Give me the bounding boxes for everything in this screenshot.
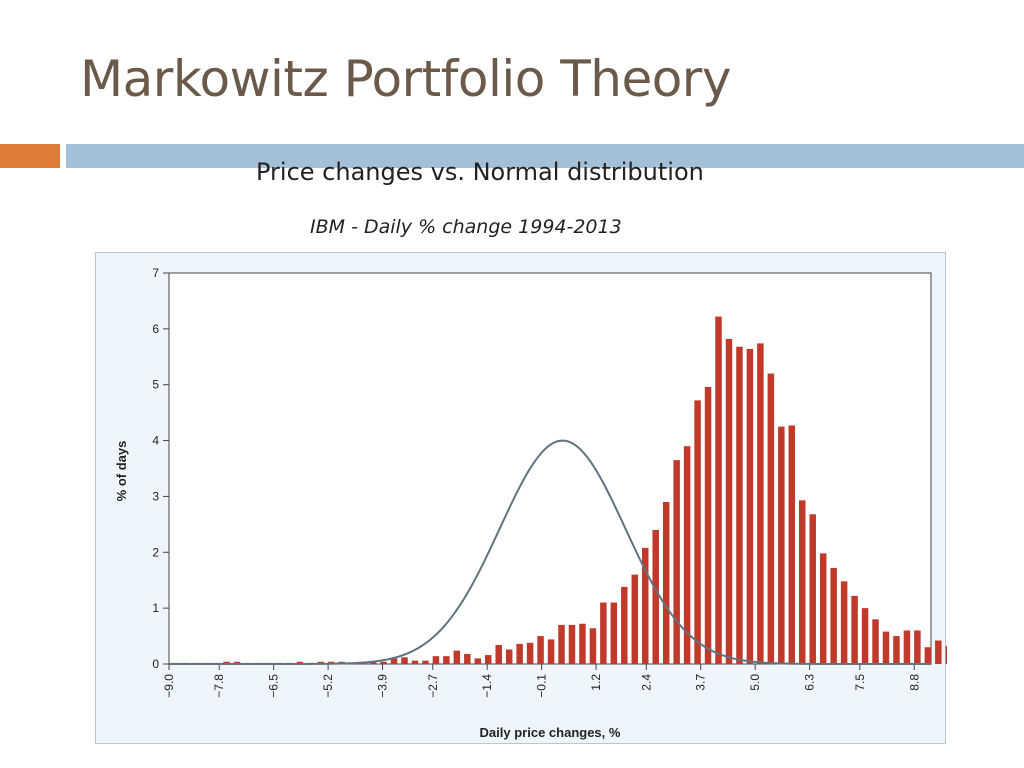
histogram-bar [694,400,701,664]
histogram-bar [819,553,827,664]
y-axis: 0 1 2 3 4 5 6 7 [152,266,169,671]
y-tick-label: 2 [152,545,159,559]
histogram-bar [600,602,607,664]
histogram-bar [778,426,785,664]
histogram-bar [631,574,639,664]
histogram-bar [788,425,796,664]
y-tick-label: 4 [152,434,159,448]
histogram-bar [380,661,387,664]
y-axis-title: % of days [114,441,129,502]
histogram-bar [526,642,534,664]
histogram-bar [935,640,942,664]
x-tick-label: 5.0 [748,674,762,691]
histogram-bar [484,655,492,664]
x-tick-label: −1.4 [480,674,494,698]
histogram-bar [453,650,461,664]
histogram-bar [505,649,513,664]
accent-bar-blue [66,144,1024,168]
histogram-bar [390,658,398,664]
histogram-bar [642,547,649,664]
histogram-bar [746,348,754,664]
x-tick-label: −6.5 [267,674,281,698]
slide-title: Markowitz Portfolio Theory [80,50,731,108]
x-tick-label: 2.4 [639,674,653,691]
histogram-bar [903,630,911,664]
histogram-bar [757,343,764,664]
x-tick-label: 7.5 [853,674,867,691]
histogram-bar [914,630,921,664]
histogram-chart: 0 1 2 3 4 5 6 7 −9.0 −7.8 −6.5 −5.2 −3.9 −2.7 −1.4 −0.… [114,266,947,740]
x-tick-label: −3.9 [376,674,390,698]
chart-frame: 0 1 2 3 4 5 6 7 −9.0 −7.8 −6.5 −5.2 −3.9 −2.7 −1.4 −0.… [95,252,947,744]
x-tick-label: 3.7 [694,674,708,691]
histogram-bar [683,446,691,664]
histogram-bar [809,514,816,664]
x-tick-label: −2.7 [426,674,440,698]
histogram-bar [589,628,597,664]
histogram-bar [736,346,743,664]
histogram-bar [851,595,858,664]
histogram-bar [840,581,848,664]
histogram-bar [945,646,947,664]
histogram-bar [369,661,377,664]
histogram-bar [652,529,659,664]
histogram-bar [830,567,837,664]
histogram-bar [725,338,733,664]
accent-bar-orange [0,144,60,168]
x-tick-label: 6.3 [803,674,817,691]
histogram-bar [464,653,471,664]
x-axis: −9.0 −7.8 −6.5 −5.2 −3.9 −2.7 −1.4 −0.1 1.2 2.4 3.… [162,664,921,698]
histogram-bar [799,500,806,664]
chart-caption: IBM - Daily % change 1994-2013 [310,216,622,238]
histogram-bar [704,386,712,664]
x-tick-label: −0.1 [535,674,549,698]
histogram-bar [767,373,775,664]
histogram-bar [537,636,544,664]
histogram-bar [861,608,869,664]
bars-group [170,316,947,664]
x-tick-label: −9.0 [162,674,176,698]
histogram-bar [223,661,230,664]
histogram-bar [432,656,440,664]
histogram-bar [296,661,304,664]
histogram-bar [495,645,502,664]
y-tick-label: 0 [152,657,159,671]
histogram-bar [422,660,429,664]
y-tick-label: 1 [152,601,159,615]
x-tick-label: −5.2 [321,674,335,698]
histogram-bar [443,656,450,664]
y-tick-label: 3 [152,489,159,503]
histogram-bar [673,460,680,664]
histogram-bar [547,639,555,664]
slide-subtitle: Price changes vs. Normal distribution [256,158,704,186]
histogram-bar [621,586,628,664]
y-tick-label: 5 [152,378,159,392]
histogram-bar [474,658,482,664]
y-tick-label: 7 [152,266,159,280]
histogram-bar [568,624,576,664]
histogram-bar [516,643,523,664]
normal-distribution-curve [169,439,931,665]
histogram-bar [233,661,241,664]
histogram-bar [579,623,586,664]
histogram-bar [924,647,932,664]
histogram-bar [893,636,900,664]
histogram-bar [872,619,879,664]
x-tick-label: −7.8 [212,674,226,698]
x-axis-title: Daily price changes, % [480,725,621,740]
histogram-bar [715,316,722,664]
histogram-bar [882,631,890,664]
x-tick-label: 8.8 [907,674,921,691]
histogram-bar [401,657,408,664]
histogram-bar [610,602,618,664]
x-tick-label: 1.2 [589,674,603,691]
histogram-bar [558,624,565,664]
y-tick-label: 6 [152,322,159,336]
histogram-bar [411,660,419,664]
plot-area [168,272,932,665]
histogram-bar [662,502,670,664]
